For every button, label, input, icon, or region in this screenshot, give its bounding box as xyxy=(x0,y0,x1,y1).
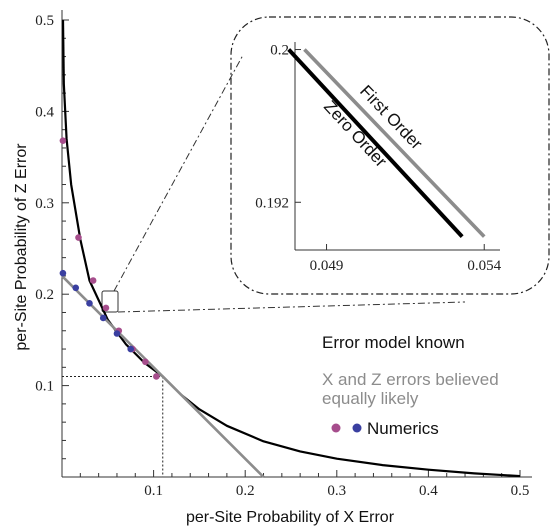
numerics-point-blue xyxy=(113,330,121,337)
inset-line-zero-order xyxy=(287,48,464,238)
x-tick-label: 0.5 xyxy=(511,483,530,499)
numerics-point-purple xyxy=(89,277,97,284)
y-tick-label: 0.5 xyxy=(35,13,54,29)
y-axis-label: per-Site Probability of Z Error xyxy=(13,143,30,351)
inset-frame xyxy=(230,16,550,295)
inset-connector-top xyxy=(113,54,244,292)
inset-x-tick-label: 0.054 xyxy=(467,258,501,274)
numerics-point-blue xyxy=(59,269,67,277)
y-tick-label: 0.1 xyxy=(35,379,54,395)
y-tick-label: 0.3 xyxy=(35,196,54,212)
x-tick-label: 0.4 xyxy=(419,483,438,499)
curve-error-model-known-top xyxy=(61,19,65,84)
numerics-point-blue xyxy=(127,345,134,353)
legend-equally-likely-line1: X and Z errors believed xyxy=(322,370,499,389)
x-axis-label: per-Site Probability of X Error xyxy=(186,509,395,526)
legend-equally-likely-line2: equally likely xyxy=(322,389,419,408)
inset-y-tick-label: 0.2 xyxy=(270,43,289,59)
numerics-point-blue xyxy=(99,314,107,322)
numerics-point-purple xyxy=(102,304,110,312)
line-equally-likely xyxy=(61,274,265,478)
x-tick-label: 0.1 xyxy=(144,483,163,499)
legend-numerics: Numerics xyxy=(367,419,439,438)
x-tick-label: 0.2 xyxy=(236,483,255,499)
y-tick-label: 0.2 xyxy=(35,287,54,303)
x-tick-label: 0.3 xyxy=(327,483,346,499)
zoom-box xyxy=(101,290,119,313)
main-plot: 0.1 0.2 0.3 0.4 0.5 0.1 0.2 0.3 0.4 0.5 xyxy=(35,10,532,499)
numerics-point-purple xyxy=(59,137,67,144)
numerics-point-blue xyxy=(72,284,80,292)
inset-x-tick-label: 0.049 xyxy=(310,258,344,274)
legend-numerics-blue-dot xyxy=(352,423,362,433)
y-tick-label: 0.4 xyxy=(35,104,54,120)
numerics-point-purple xyxy=(75,234,82,241)
inset-y-tick-label: 0.192 xyxy=(255,195,289,211)
numerics-point-purple xyxy=(153,373,160,380)
inset-connector-bottom xyxy=(117,301,466,313)
numerics-point-purple xyxy=(142,358,149,366)
numerics-point-blue xyxy=(86,300,93,307)
legend-numerics-purple-dot xyxy=(331,423,341,433)
curve-error-model-known xyxy=(62,83,521,478)
inset-line-first-order xyxy=(303,48,486,238)
legend-error-model-known: Error model known xyxy=(322,333,465,352)
